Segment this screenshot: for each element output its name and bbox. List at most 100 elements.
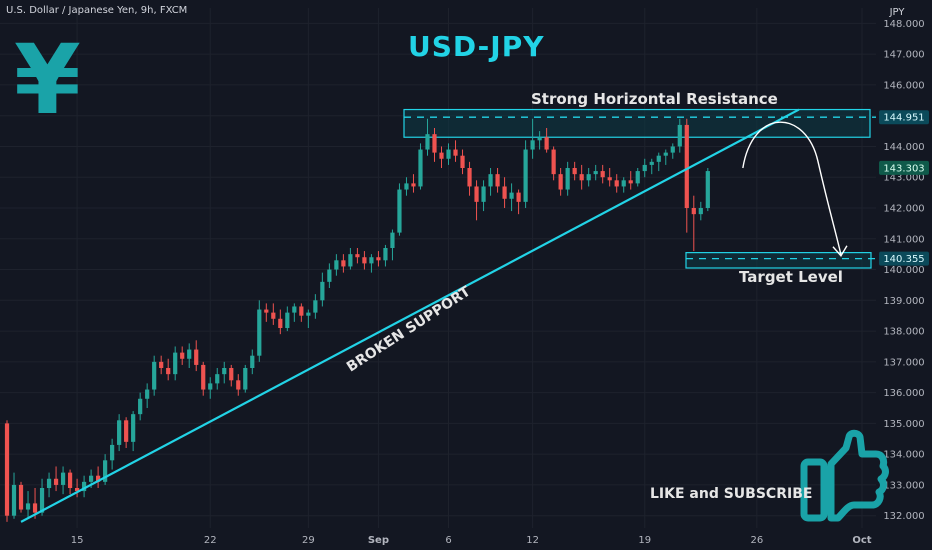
candle (642, 158, 647, 178)
candle-body (306, 312, 311, 316)
candle-body (404, 183, 409, 190)
thumbs-up-icon[interactable] (800, 429, 889, 522)
candle-body (81, 481, 87, 492)
candle (705, 168, 710, 212)
candle (628, 171, 633, 190)
candle-body (103, 460, 108, 482)
y-tick-label: 139.000 (883, 296, 924, 307)
price-tag-label: 143.303 (883, 163, 924, 174)
candle (600, 164, 605, 184)
price-tag-label: 140.355 (883, 254, 924, 265)
candle-body (285, 312, 290, 328)
candle (327, 263, 332, 288)
target-zone (685, 252, 872, 269)
candle-body (159, 361, 164, 368)
candle-body (96, 475, 101, 482)
candle (257, 300, 262, 362)
candle (152, 355, 157, 396)
candle-body (194, 349, 199, 365)
candle (208, 377, 213, 399)
candle (313, 294, 318, 319)
candle (509, 183, 514, 212)
candlestick-series (4, 118, 710, 522)
candle (264, 303, 269, 322)
candle-body (425, 134, 430, 150)
candle (397, 183, 402, 236)
candle-body (299, 306, 304, 316)
candle (166, 358, 171, 381)
candle-body (4, 423, 10, 516)
candle-body (264, 309, 269, 313)
candle-body (621, 180, 626, 187)
candle (334, 254, 339, 276)
candle-body (432, 134, 437, 153)
y-tick-label: 132.000 (883, 511, 924, 522)
candle (348, 248, 353, 270)
candle-body (705, 171, 710, 208)
candle (453, 140, 458, 162)
y-tick-label: 135.000 (883, 419, 924, 430)
candle (236, 374, 241, 396)
candle-body (201, 364, 206, 390)
candle (390, 229, 395, 261)
candle-body (32, 503, 38, 513)
candle-body (138, 398, 143, 415)
x-tick-label: 15 (71, 535, 84, 546)
x-tick-label: 6 (445, 535, 451, 546)
candle (215, 368, 220, 390)
candle-body (222, 368, 227, 375)
candle-body (544, 137, 549, 150)
candle (411, 174, 416, 193)
candle-body (530, 140, 535, 150)
candle (110, 438, 115, 470)
candle (250, 349, 255, 375)
candle (299, 303, 304, 322)
candle (369, 254, 374, 273)
y-tick-label: 148.000 (883, 19, 924, 30)
candle (663, 149, 668, 165)
candle (649, 158, 654, 175)
candle (670, 143, 675, 159)
candle-body (586, 174, 591, 181)
candle-body (481, 186, 486, 202)
candle-body (488, 174, 493, 187)
candle (698, 201, 703, 221)
candle (376, 251, 381, 267)
candle (201, 361, 206, 396)
candle (474, 180, 479, 221)
candle (53, 466, 59, 492)
candle-body (180, 352, 185, 359)
y-tick-label: 133.000 (883, 480, 924, 491)
y-tick-label: 143.000 (883, 173, 924, 184)
candle (194, 340, 199, 372)
candle-body (250, 355, 255, 368)
chart-headline: USD-JPY (408, 30, 545, 63)
candle (180, 346, 185, 365)
candle-body (46, 478, 52, 488)
candle-body (74, 488, 80, 492)
candle-body (446, 149, 451, 159)
candle-body (453, 149, 458, 156)
candle-body (243, 368, 248, 390)
candle-body (278, 318, 283, 328)
cta-label[interactable]: LIKE and SUBSCRIBE (650, 486, 813, 502)
y-tick-label: 146.000 (883, 80, 924, 91)
candle (565, 161, 570, 196)
candle-body (292, 306, 297, 313)
candle-body (369, 257, 374, 264)
candle-body (439, 152, 444, 159)
candle-body (229, 368, 234, 381)
candle (677, 118, 682, 153)
candle (138, 392, 143, 421)
candle-body (607, 177, 612, 181)
candle-body (649, 161, 654, 165)
candle (285, 306, 290, 332)
candle-body (362, 257, 367, 264)
candle-body (39, 488, 45, 513)
y-tick-label: 144.000 (883, 142, 924, 153)
candle (481, 180, 486, 212)
candle (131, 411, 136, 452)
candle (67, 469, 73, 495)
resistance-label: Strong Horizontal Resistance (531, 90, 778, 108)
